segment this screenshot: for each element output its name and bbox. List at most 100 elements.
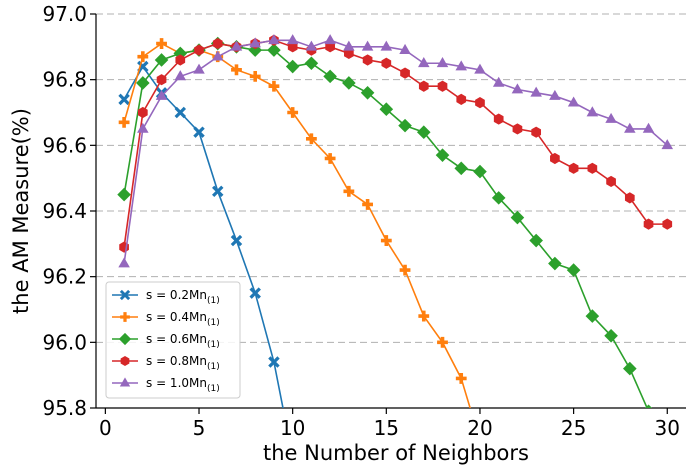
x-tick-label: 5 — [193, 416, 206, 440]
legend-label: s = 0.6Mn(1) — [146, 332, 220, 350]
x-tick-label: 30 — [655, 416, 680, 440]
legend-label: s = 1.0Mn(1) — [146, 376, 220, 394]
data-point — [268, 356, 280, 368]
data-point — [437, 336, 448, 348]
data-point — [416, 125, 431, 139]
legend-label-main: s = 0.2Mn — [146, 288, 207, 302]
data-point — [548, 256, 562, 271]
data-point — [643, 218, 654, 230]
data-point — [475, 97, 485, 109]
y-tick-label: 96.6 — [42, 133, 87, 157]
data-point — [212, 185, 224, 198]
x-tick-label: 25 — [561, 416, 586, 440]
data-point — [510, 210, 525, 225]
data-point — [343, 185, 355, 197]
data-point — [343, 40, 355, 51]
y-tick-label: 96.4 — [42, 199, 87, 223]
data-point — [399, 264, 411, 276]
data-point — [230, 234, 243, 247]
legend-marker — [120, 312, 130, 322]
data-point — [212, 37, 223, 50]
data-point — [230, 40, 243, 51]
data-point — [454, 161, 469, 176]
data-point — [568, 162, 579, 174]
data-point — [473, 164, 487, 179]
data-point — [136, 76, 150, 90]
data-point — [624, 192, 635, 204]
data-point — [435, 148, 450, 162]
data-point — [550, 152, 560, 165]
data-point — [381, 57, 392, 69]
data-point — [156, 74, 167, 86]
data-point — [267, 43, 281, 57]
legend-box — [105, 281, 241, 399]
data-point — [379, 102, 394, 117]
data-point — [512, 123, 523, 135]
data-point — [268, 80, 280, 92]
legend-label-main: s = 0.6Mn — [146, 332, 207, 346]
data-point — [194, 44, 204, 56]
data-point — [249, 287, 261, 299]
data-point — [418, 310, 430, 322]
legend-item: s = 0.6Mn(1) — [112, 332, 220, 350]
data-point — [567, 96, 580, 107]
data-point — [360, 86, 375, 100]
legend: s = 0.2Mn(1)s = 0.4Mn(1)s = 0.6Mn(1)s = … — [105, 281, 241, 399]
series-path — [123, 65, 284, 408]
data-point — [193, 63, 205, 74]
data-point — [606, 175, 616, 188]
data-point — [156, 38, 167, 49]
data-point — [305, 40, 318, 51]
data-point — [324, 34, 336, 45]
data-point — [155, 89, 168, 100]
legend-label: s = 0.4Mn(1) — [146, 310, 220, 328]
data-point — [362, 199, 373, 210]
series-group — [117, 34, 674, 408]
data-point — [287, 107, 299, 118]
data-point — [418, 80, 429, 92]
y-axis-title: the AM Measure(%) — [9, 108, 33, 314]
data-point — [211, 50, 224, 61]
data-point — [361, 40, 374, 51]
data-point — [154, 53, 169, 67]
data-point — [249, 37, 261, 48]
data-point — [662, 218, 673, 230]
data-point — [285, 59, 300, 74]
data-point — [304, 56, 319, 71]
y-tick-label: 95.8 — [42, 396, 87, 420]
data-point — [174, 70, 187, 81]
x-tick-label: 15 — [374, 416, 399, 440]
data-point — [117, 187, 131, 202]
data-point — [342, 76, 356, 90]
data-point — [175, 54, 186, 66]
data-point — [455, 60, 468, 71]
series-line — [118, 34, 674, 268]
data-point — [437, 80, 448, 92]
data-point — [492, 76, 505, 87]
y-tick-label: 97.0 — [42, 2, 87, 26]
data-point — [323, 69, 337, 84]
data-point — [174, 106, 187, 119]
data-point — [587, 162, 598, 174]
x-tick-label: 10 — [280, 416, 305, 440]
data-point — [474, 63, 486, 74]
y-tick-label: 96.0 — [42, 330, 87, 354]
axes: 95.8 96.0 96.2 96.4 96.6 96.8 97.0 0 5 10 15 20 25 30 — [42, 2, 686, 440]
data-point — [118, 116, 130, 128]
data-point — [418, 57, 430, 68]
data-point — [624, 122, 636, 133]
legend-marker — [119, 377, 131, 387]
legend-label-main: s = 0.8Mn — [146, 354, 207, 368]
series-path — [123, 39, 668, 248]
data-point — [493, 113, 504, 125]
data-point — [137, 51, 149, 63]
legend-marker — [119, 289, 131, 301]
data-point — [531, 126, 542, 138]
data-point — [398, 118, 412, 133]
data-point — [585, 309, 600, 323]
legend-label-subscript: (1) — [207, 318, 220, 328]
data-point — [456, 93, 467, 105]
data-point — [286, 34, 299, 45]
